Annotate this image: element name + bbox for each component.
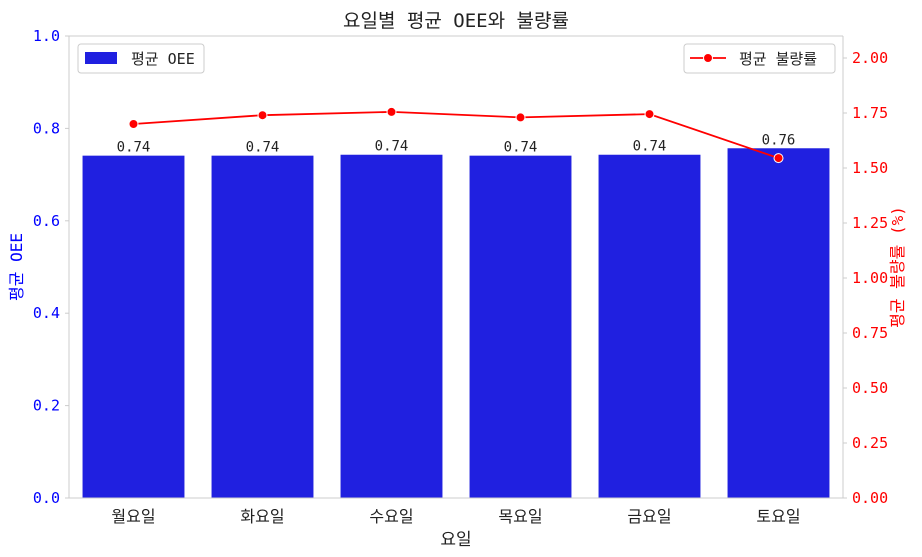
line-layer — [128, 106, 784, 164]
left-tick-label-0: 0.0 — [33, 489, 60, 507]
legend-defect-frame — [683, 43, 836, 74]
bar-1 — [211, 155, 314, 498]
right-tick-label-4: 1.00 — [852, 269, 888, 287]
bar-labels-layer: 0.74 0.74 0.74 0.74 0.74 0.76 — [117, 132, 796, 155]
defect-rate-point-3 — [515, 112, 526, 123]
left-axis-ticks: 0.0 0.2 0.4 0.6 0.8 1.0 — [33, 27, 69, 507]
x-axis-ticks: 월요일 화요일 수요일 목요일 금요일 토요일 — [111, 507, 800, 526]
bar-5 — [727, 148, 830, 499]
left-tick-label-5: 1.0 — [33, 27, 60, 45]
right-axis-label: 평균 불량률 (%) — [888, 206, 907, 328]
right-tick-label-6: 1.50 — [852, 159, 888, 177]
right-tick-label-2: 0.50 — [852, 379, 888, 397]
legend-defect-label: 평균 불량률 — [739, 50, 817, 68]
bar-value-label-2: 0.74 — [375, 139, 409, 155]
left-tick-label-2: 0.4 — [33, 304, 60, 322]
right-axis-ticks: 0.00 0.25 0.50 0.75 1.00 1.25 1.50 1.75 2.00 — [843, 49, 888, 507]
bar-value-label-3: 0.74 — [504, 140, 538, 156]
right-tick-label-8: 2.00 — [852, 49, 888, 67]
bar-value-label-1: 0.74 — [246, 140, 280, 156]
bar-3 — [469, 155, 572, 498]
x-tick-label-0: 월요일 — [111, 507, 155, 526]
bar-2 — [340, 154, 443, 498]
left-axis-label: 평균 OEE — [7, 233, 26, 301]
x-axis-label: 요일 — [440, 530, 471, 550]
right-tick-label-7: 1.75 — [852, 104, 888, 122]
legend-oee-label: 평균 OEE — [131, 50, 195, 68]
right-tick-label-3: 0.75 — [852, 324, 888, 342]
left-tick-label-3: 0.6 — [33, 212, 60, 230]
legend-defect-marker — [703, 53, 713, 63]
defect-rate-point-2 — [386, 106, 397, 117]
legend-oee-frame — [77, 43, 205, 74]
bar-value-label-4: 0.74 — [633, 139, 667, 155]
defect-rate-point-4 — [644, 109, 655, 120]
left-tick-label-1: 0.2 — [33, 397, 60, 415]
legend-defect: 평균 불량률 — [683, 43, 836, 74]
x-tick-label-4: 금요일 — [627, 507, 671, 526]
x-tick-label-1: 화요일 — [240, 507, 284, 526]
x-tick-label-3: 목요일 — [498, 507, 542, 526]
right-tick-label-5: 1.25 — [852, 214, 888, 232]
right-tick-label-1: 0.25 — [852, 434, 888, 452]
left-tick-label-4: 0.8 — [33, 119, 60, 137]
defect-rate-line — [133, 110, 779, 159]
bar-value-label-0: 0.74 — [117, 140, 151, 156]
bars-layer — [82, 148, 830, 499]
defect-rate-point-0 — [128, 119, 139, 129]
bar-0 — [82, 155, 185, 498]
x-tick-label-2: 수요일 — [369, 507, 413, 526]
legend-oee-swatch — [85, 52, 117, 64]
bar-value-label-5: 0.76 — [762, 132, 796, 148]
legend-oee: 평균 OEE — [77, 43, 205, 74]
x-tick-label-5: 토요일 — [756, 507, 800, 526]
defect-rate-point-5 — [773, 153, 784, 164]
chart-title: 요일별 평균 OEE와 불량률 — [343, 10, 569, 32]
right-tick-label-0: 0.00 — [852, 489, 888, 507]
defect-rate-point-1 — [257, 110, 268, 121]
bar-4 — [598, 154, 701, 498]
